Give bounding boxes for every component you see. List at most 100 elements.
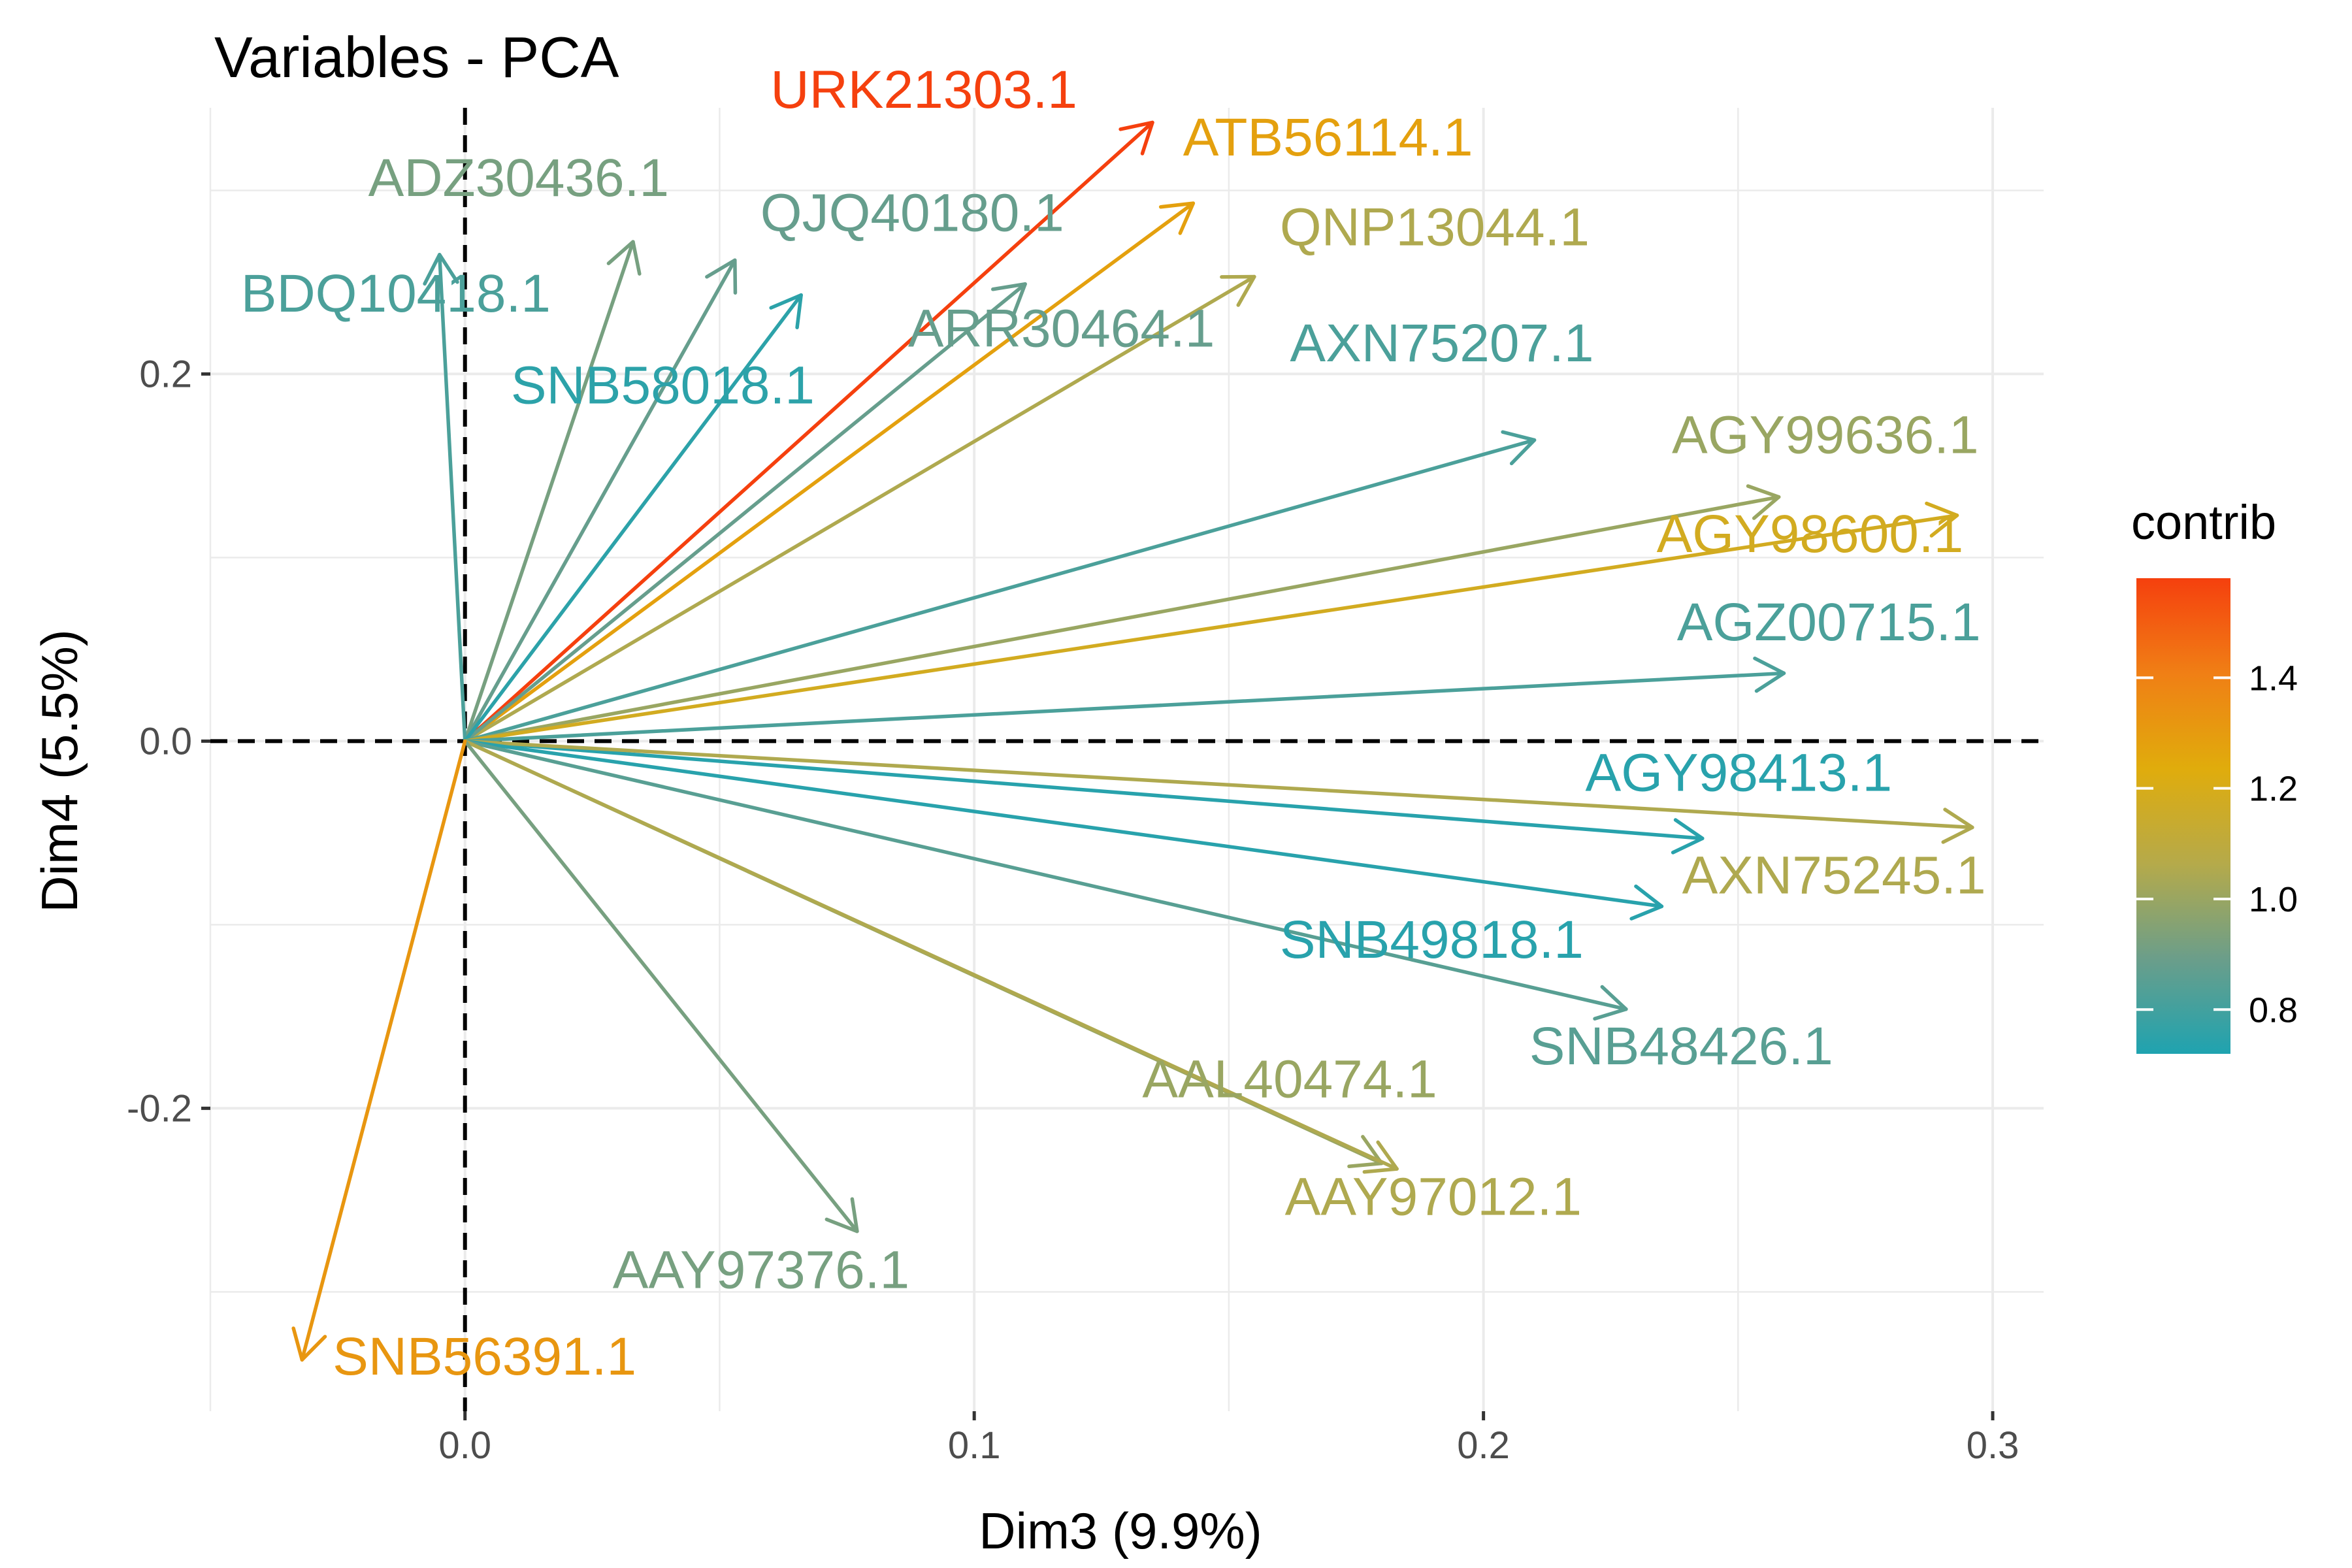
arrow-head xyxy=(1629,884,1664,921)
legend-ticks: 0.8 1.0 1.2 1.4 xyxy=(2136,659,2298,1030)
variable-arrow xyxy=(463,739,1399,1174)
variable-label: SNB48426.1 xyxy=(1529,1017,1833,1076)
x-tick-label: 0.3 xyxy=(1967,1424,2019,1467)
arrow-shaft xyxy=(463,739,1399,1171)
variable-label: AXN75245.1 xyxy=(1682,846,1986,906)
axis-ticks: 0.0 0.1 0.2 0.3 -0.2 0.0 0.2 xyxy=(127,353,2019,1467)
arrow-shaft xyxy=(463,495,1781,743)
chart-title: Variables - PCA xyxy=(214,25,619,90)
y-tick-label: 0.2 xyxy=(139,353,192,395)
variable-arrows xyxy=(291,120,1974,1362)
arrow-head xyxy=(291,1326,327,1362)
arrow-shaft xyxy=(463,201,1196,743)
arrow-head xyxy=(1941,808,1974,844)
variable-arrow xyxy=(463,282,1027,743)
arrow-shaft xyxy=(463,274,1256,743)
arrow-shaft xyxy=(463,258,737,743)
arrow-shaft xyxy=(463,671,1786,743)
y-tick-label: -0.2 xyxy=(127,1087,192,1130)
arrow-head xyxy=(606,240,642,276)
variable-label: AXN75207.1 xyxy=(1290,314,1593,373)
arrow-shaft xyxy=(300,739,467,1362)
variable-label: AGY98600.1 xyxy=(1657,504,1964,564)
arrow-shaft xyxy=(463,739,1705,841)
variable-arrow xyxy=(463,656,1786,743)
arrow-head xyxy=(423,253,459,286)
arrow-shaft xyxy=(463,514,1959,743)
y-axis-label: Dim4 (5.5%) xyxy=(31,629,88,912)
variable-label: AAY97012.1 xyxy=(1285,1167,1582,1226)
variable-arrow xyxy=(463,501,1959,743)
arrow-head xyxy=(1753,656,1786,693)
arrow-shaft xyxy=(463,438,1537,743)
x-tick-label: 0.2 xyxy=(1457,1424,1510,1467)
variable-label: AAL40474.1 xyxy=(1142,1050,1437,1109)
variable-arrow xyxy=(463,274,1256,743)
arrow-head xyxy=(1746,484,1781,520)
arrow-shaft xyxy=(463,739,1974,830)
variable-label: QJQ40180.1 xyxy=(760,183,1064,242)
variable-label: QNP13044.1 xyxy=(1280,198,1590,257)
variable-arrow xyxy=(463,739,1628,1021)
variable-arrow xyxy=(463,120,1154,743)
x-tick-label: 0.1 xyxy=(948,1424,1001,1467)
variable-label: AGY99636.1 xyxy=(1672,405,1979,465)
arrow-head xyxy=(1593,985,1628,1021)
arrow-shaft xyxy=(463,240,635,743)
variable-arrow xyxy=(463,739,1705,855)
variable-arrow xyxy=(423,253,467,743)
arrow-head xyxy=(1119,120,1154,155)
variable-label: ATB56114.1 xyxy=(1183,108,1473,167)
arrow-head xyxy=(1362,1140,1399,1174)
variable-arrow xyxy=(463,430,1537,743)
legend-tick-label: 1.2 xyxy=(2249,770,2298,809)
arrow-shaft xyxy=(438,253,467,743)
arrow-shaft xyxy=(463,739,859,1233)
arrow-head xyxy=(1925,501,1959,538)
legend-tick-label: 1.4 xyxy=(2249,659,2298,698)
variable-label: ADZ30436.1 xyxy=(368,148,669,208)
arrow-head xyxy=(991,282,1027,317)
legend-tick-label: 1.0 xyxy=(2249,880,2298,919)
variable-arrow xyxy=(463,201,1196,743)
variable-arrow xyxy=(463,240,642,743)
arrow-head xyxy=(825,1197,859,1233)
variable-label: BDQ10418.1 xyxy=(241,264,551,323)
arrow-head xyxy=(769,293,803,329)
variable-arrow xyxy=(463,739,1664,921)
arrow-head xyxy=(1158,201,1196,235)
variable-arrow xyxy=(463,484,1781,743)
variable-arrow xyxy=(463,258,738,743)
x-tick-label: 0.0 xyxy=(438,1424,491,1467)
legend-title: contrib xyxy=(2131,495,2276,549)
arrow-shaft xyxy=(463,282,1027,743)
variable-arrow xyxy=(463,293,803,743)
arrow-shaft xyxy=(463,293,803,743)
variable-label: SNB49818.1 xyxy=(1280,910,1584,970)
variable-labels: URK21303.1 ATB56114.1 ADZ30436.1 QJQ40180.1… xyxy=(241,60,1986,1386)
x-axis-label: Dim3 (9.9%) xyxy=(979,1502,1262,1560)
variable-label: AAY97376.1 xyxy=(613,1241,909,1300)
variable-label: SNB56391.1 xyxy=(333,1327,636,1386)
variable-label: AGZ00715.1 xyxy=(1677,593,1981,652)
arrow-head xyxy=(705,258,738,295)
arrow-shaft xyxy=(463,739,1664,909)
arrow-head xyxy=(1501,430,1537,466)
variable-label: SNB58018.1 xyxy=(511,355,815,415)
arrow-head xyxy=(1671,818,1705,855)
variable-label: ARR30464.1 xyxy=(908,299,1215,358)
y-tick-label: 0.0 xyxy=(139,720,192,762)
reference-lines xyxy=(210,108,2044,1411)
variable-arrow xyxy=(463,739,1974,844)
legend-colorbar xyxy=(2136,578,2230,1054)
arrow-head xyxy=(1220,274,1256,307)
variable-arrow xyxy=(291,739,467,1362)
variable-label: AGY98413.1 xyxy=(1586,743,1893,802)
variable-label: URK21303.1 xyxy=(770,60,1077,120)
variable-arrow xyxy=(463,739,859,1233)
legend-tick-label: 0.8 xyxy=(2249,990,2298,1030)
arrow-shaft xyxy=(463,120,1154,743)
legend: contrib 0.8 1.0 1.2 1.4 xyxy=(2131,495,2298,1054)
arrow-shaft xyxy=(463,739,1628,1011)
